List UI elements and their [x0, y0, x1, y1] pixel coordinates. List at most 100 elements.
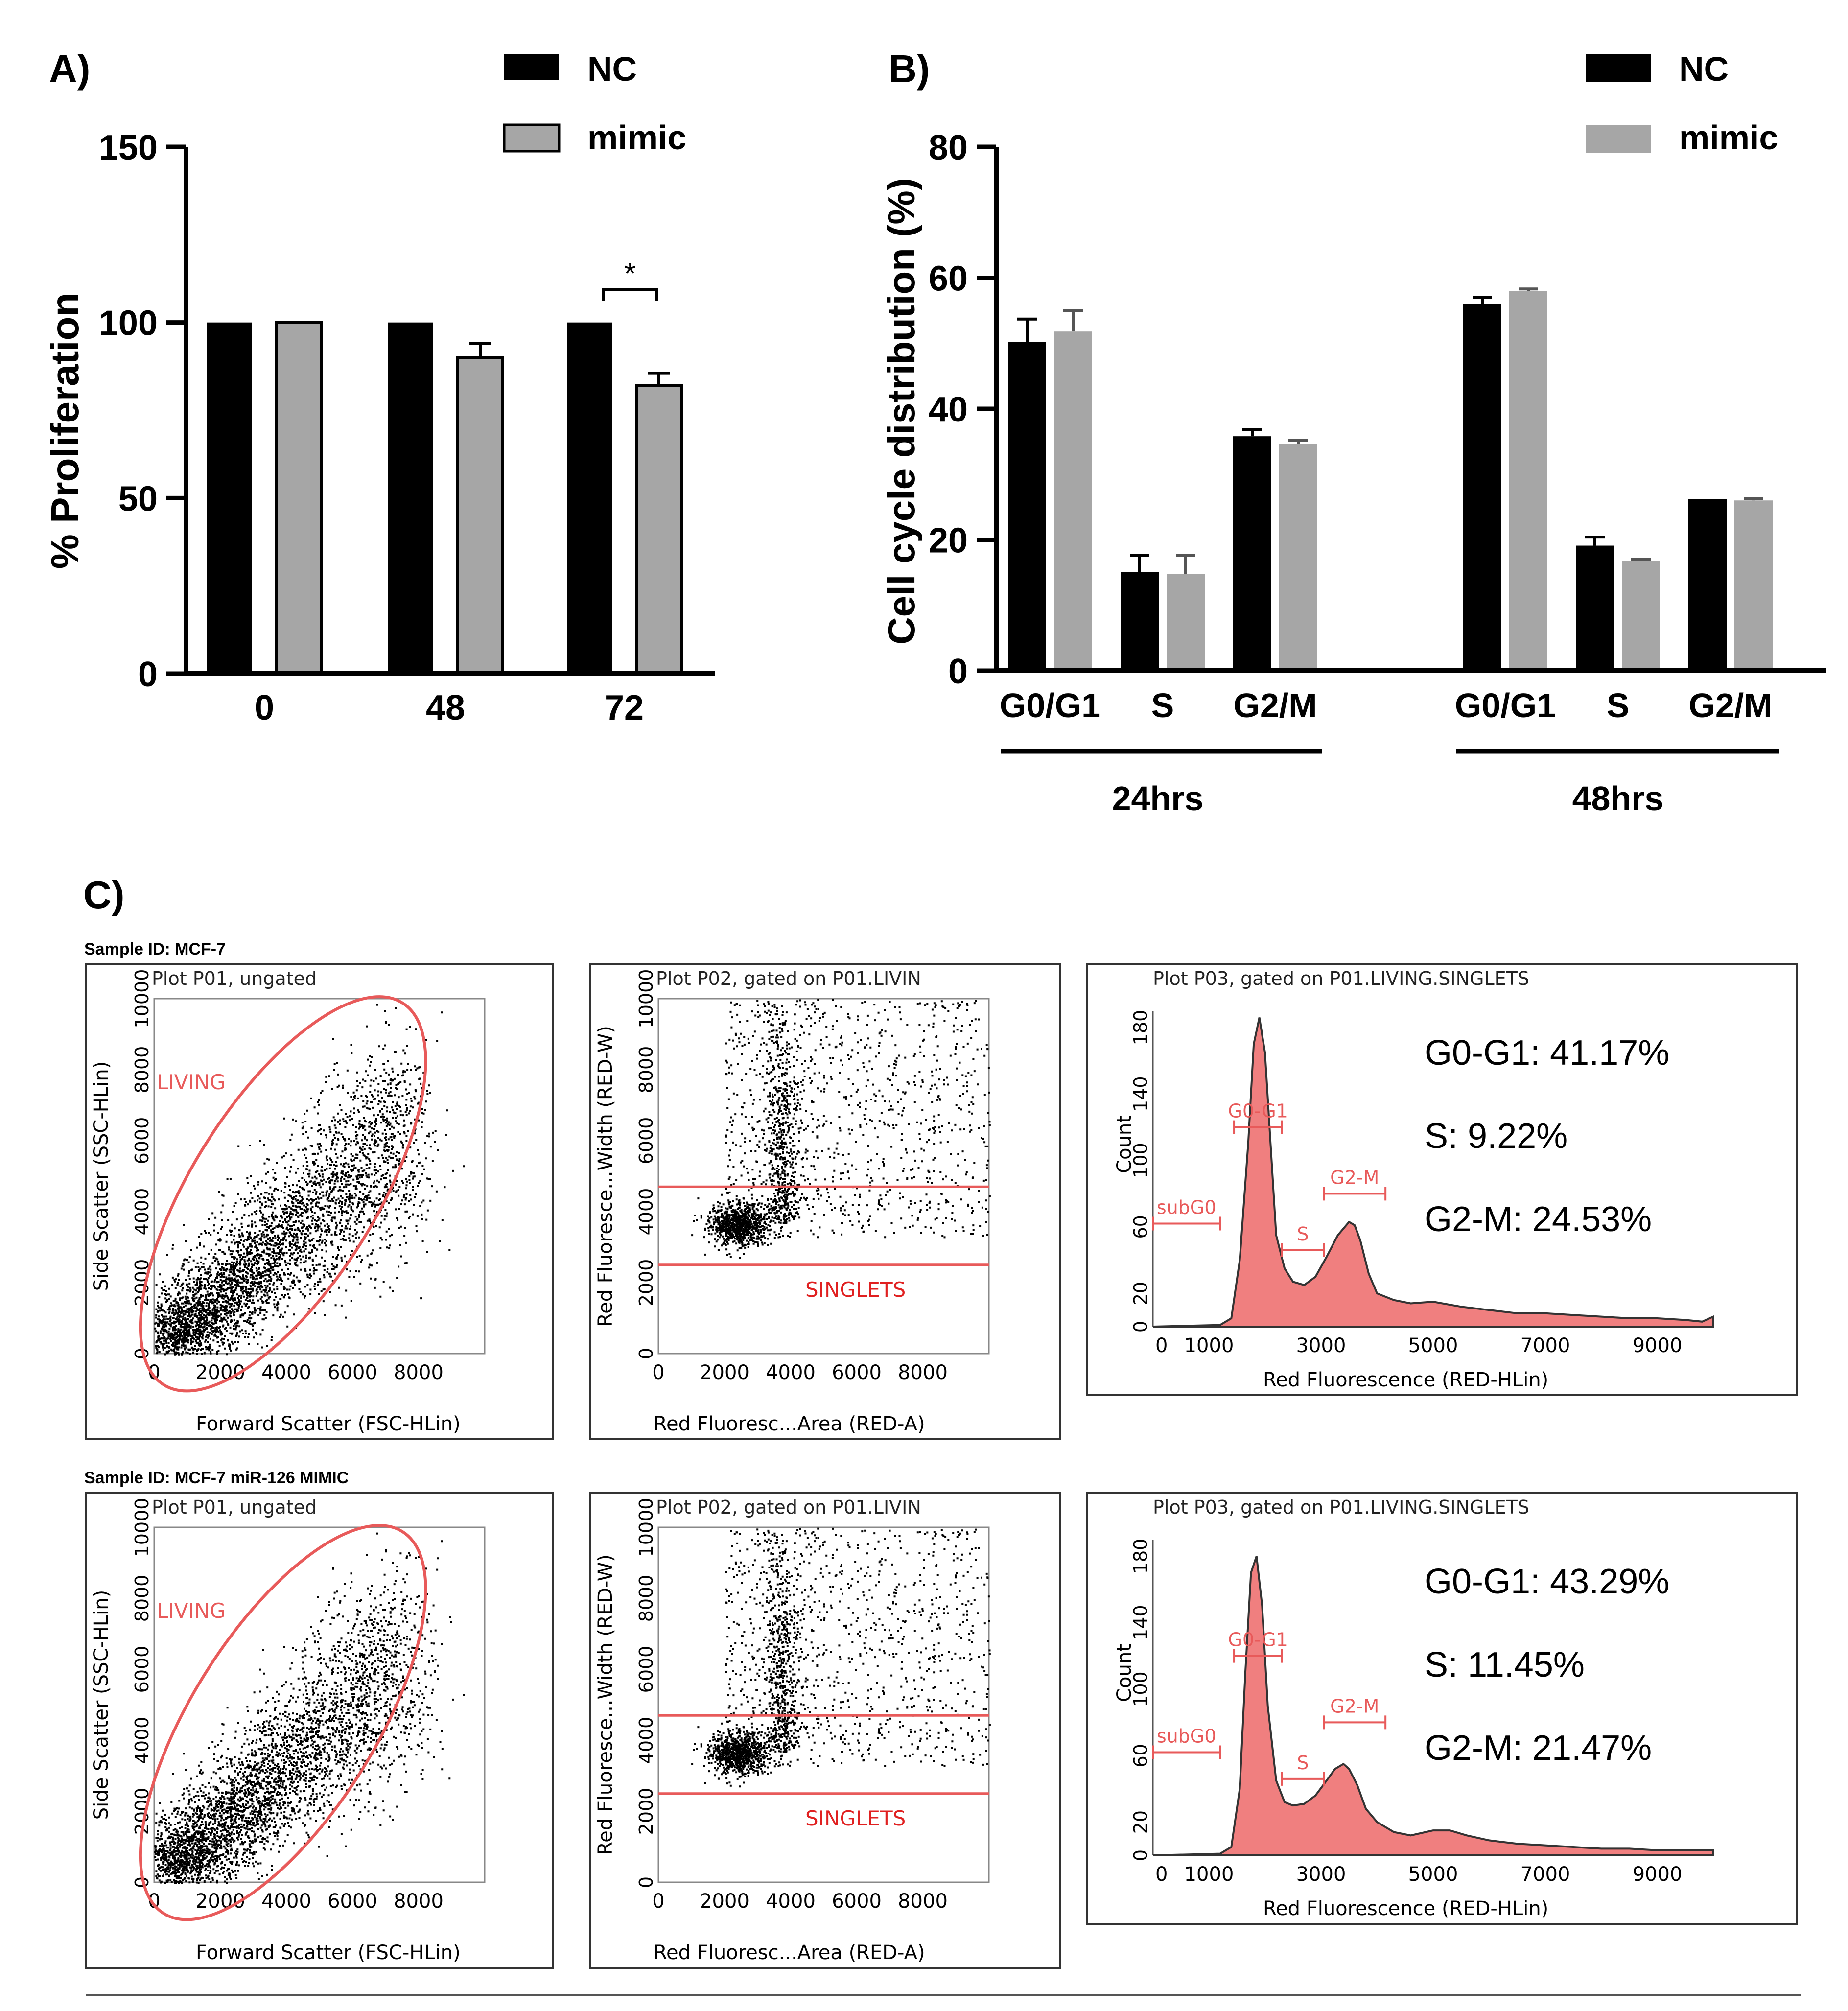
- living-gate: [139, 995, 427, 1393]
- p03-x-tick: 3000: [1296, 1334, 1346, 1357]
- living-gate: [139, 1524, 427, 1921]
- plot-p02-title: Plot P02, gated on P01.LIVIN: [656, 1497, 921, 1518]
- y-tick-label-b: 20: [929, 521, 968, 561]
- p02-x-tick: 8000: [898, 1361, 948, 1384]
- significance-star: *: [624, 257, 636, 291]
- p02-x-tick: 6000: [832, 1361, 882, 1384]
- panel-c-label: C): [83, 873, 124, 916]
- p02-x-tick: 2000: [700, 1890, 749, 1913]
- legend-a-nc-swatch: [504, 54, 559, 80]
- p02-y-tick: 8000: [635, 1575, 657, 1622]
- p01-y-tick: 8000: [131, 1575, 153, 1622]
- p02-y-tick: 6000: [635, 1646, 657, 1693]
- gate-label-G0-G1: G0-G1: [1228, 1100, 1288, 1122]
- p03-stat-0: G0-G1: 43.29%: [1425, 1562, 1669, 1601]
- y-axis-title-b: Cell cycle distribution (%): [880, 178, 923, 644]
- panel-b-label: B): [889, 47, 930, 91]
- p03-stat-1: S: 9.22%: [1425, 1117, 1567, 1156]
- p03-y-tick: 20: [1130, 1282, 1151, 1305]
- bar-nc-S: [1576, 545, 1614, 671]
- p03-y-tick: 180: [1130, 1539, 1151, 1574]
- panel-a-label: A): [49, 47, 90, 91]
- plot-p01-frame: [85, 963, 554, 1440]
- legend-b-nc-label: NC: [1679, 50, 1729, 88]
- p03-stat-2: G2-M: 24.53%: [1425, 1200, 1652, 1239]
- p02-y-tick: 0: [635, 1876, 657, 1888]
- p01-scatter-points: [154, 1532, 465, 1884]
- bar-nc-G0/G1: [1463, 304, 1501, 671]
- y-tick-label-b: 80: [929, 128, 968, 167]
- plot-p02-frame: [589, 963, 1061, 1440]
- p02-y-label: Red Fluoresce...Width (RED-W): [594, 1554, 617, 1855]
- p03-x-tick: 1000: [1184, 1334, 1234, 1357]
- y-axis-a: 0 50 100 150: [99, 128, 186, 694]
- plot-p03-title: Plot P03, gated on P01.LIVING.SINGLETS: [1153, 968, 1529, 989]
- p01-y-label: Side Scatter (SSC-HLin): [90, 1590, 113, 1820]
- p03-x-tick: 9000: [1633, 1334, 1683, 1357]
- p02-scatter-points: [691, 999, 991, 1259]
- p01-x-tick: 2000: [195, 1361, 245, 1384]
- p01-x-tick: 6000: [327, 1890, 377, 1913]
- p03-x-tick: 0: [1155, 1334, 1168, 1357]
- gate-label-G0-G1: G0-G1: [1228, 1629, 1288, 1651]
- bar-mimic-S: [1622, 561, 1660, 671]
- bar-nc-G2/M: [1688, 499, 1727, 671]
- p02-x-label: Red Fluoresc...Area (RED-A): [654, 1941, 925, 1964]
- legend-b-mimic-swatch: [1586, 125, 1651, 153]
- gate-marker-G2-M: [1323, 1187, 1387, 1201]
- legend-a-mimic-label: mimic: [587, 118, 686, 157]
- p01-y-tick: 10000: [131, 969, 153, 1029]
- p03-y-tick: 180: [1130, 1010, 1151, 1046]
- p03-y-tick: 140: [1130, 1076, 1151, 1112]
- p01-y-tick: 8000: [131, 1046, 153, 1094]
- gate-marker-G2-M: [1323, 1715, 1387, 1730]
- p03-y-tick: 100: [1130, 1143, 1151, 1178]
- p03-y-label: Count: [1113, 1644, 1136, 1702]
- x-tick-label-b: G0/G1: [1000, 686, 1100, 725]
- x-tick-label-b: G0/G1: [1455, 686, 1556, 725]
- p03-y-label: Count: [1113, 1115, 1136, 1173]
- legend-a-nc-label: NC: [587, 50, 637, 88]
- panel-a: A) NC mimic % Proliferation 0 50 100 150 0 4…: [43, 47, 715, 727]
- legend-a-mimic-swatch: [503, 123, 561, 153]
- p01-y-tick: 10000: [131, 1498, 153, 1557]
- p01-x-tick: 4000: [261, 1890, 311, 1913]
- bar-nc-G2/M: [1233, 436, 1271, 671]
- gate-label-S: S: [1297, 1223, 1309, 1245]
- p02-x-label: Red Fluoresc...Area (RED-A): [654, 1413, 925, 1435]
- gate-marker-G0-G1: [1233, 1120, 1283, 1134]
- p03-y-tick: 60: [1130, 1744, 1151, 1767]
- gate-label-subG0: subG0: [1157, 1197, 1216, 1218]
- p02-y-tick: 6000: [635, 1117, 657, 1165]
- x-tick-label-b: S: [1151, 686, 1174, 725]
- p03-x-tick: 1000: [1184, 1863, 1234, 1886]
- p03-y-tick: 20: [1130, 1810, 1151, 1834]
- p03-y-tick: 100: [1130, 1671, 1151, 1707]
- p03-x-tick: 0: [1155, 1863, 1168, 1886]
- p02-y-tick: 4000: [635, 1188, 657, 1236]
- p03-y-tick: 140: [1130, 1605, 1151, 1640]
- p02-scatter-points: [691, 1527, 991, 1788]
- singlets-gate-label: SINGLETS: [805, 1278, 906, 1302]
- plot-p01-title: Plot P01, ungated: [152, 968, 317, 989]
- group-label-48hrs: 48hrs: [1572, 779, 1664, 818]
- plot-p03-frame: [1086, 963, 1798, 1396]
- p02-x-tick: 0: [652, 1890, 664, 1913]
- x-tick-label-b: S: [1607, 686, 1630, 725]
- gate-marker-G0-G1: [1233, 1649, 1283, 1663]
- p01-x-label: Forward Scatter (FSC-HLin): [196, 1413, 461, 1435]
- p02-axes: [657, 1526, 990, 1883]
- bar-mimic-G0/G1: [1054, 331, 1092, 671]
- p01-y-label: Side Scatter (SSC-HLin): [90, 1061, 113, 1291]
- plot-p03-frame: [1086, 1492, 1798, 1925]
- bar-mimic-0: [275, 321, 323, 675]
- p02-y-tick: 10000: [635, 969, 657, 1029]
- bars-b: G0/G1 S G2/M G0/G1 S G2/M: [1000, 287, 1773, 725]
- bar-nc-G0/G1: [1008, 342, 1046, 671]
- p03-x-tick: 7000: [1521, 1334, 1570, 1357]
- p03-y-tick: 0: [1130, 1849, 1151, 1861]
- y-tick-label-b: 0: [948, 652, 968, 691]
- bar-mimic-G0/G1: [1509, 291, 1547, 671]
- sample-row-1: Sample ID: MCF-7 miR-126 MIMIC Plot P01, …: [84, 1469, 1798, 1969]
- gate-label-S: S: [1297, 1752, 1309, 1774]
